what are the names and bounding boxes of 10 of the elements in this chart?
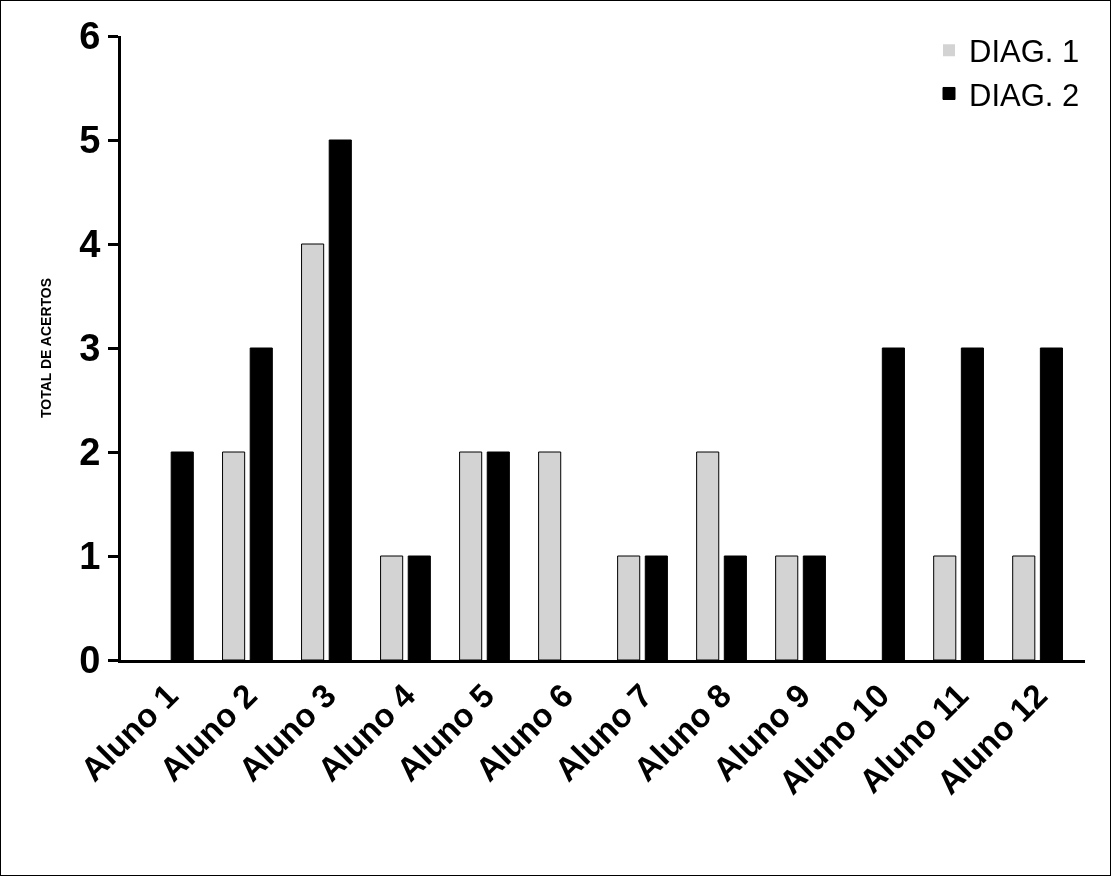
legend-label: DIAG. 1: [969, 34, 1080, 70]
y-tick-label: 3: [79, 327, 101, 370]
y-tick-label: 5: [79, 119, 101, 162]
y-tick-label: 2: [79, 431, 101, 474]
y-axis-title: TOTAL DE ACERTOS: [37, 277, 54, 419]
y-tick-label: 6: [79, 15, 101, 58]
legend-label: DIAG. 2: [969, 77, 1080, 113]
y-tick-label: 1: [79, 535, 101, 578]
y-tick-label: 0: [79, 639, 101, 682]
y-tick-label: 4: [79, 223, 101, 266]
